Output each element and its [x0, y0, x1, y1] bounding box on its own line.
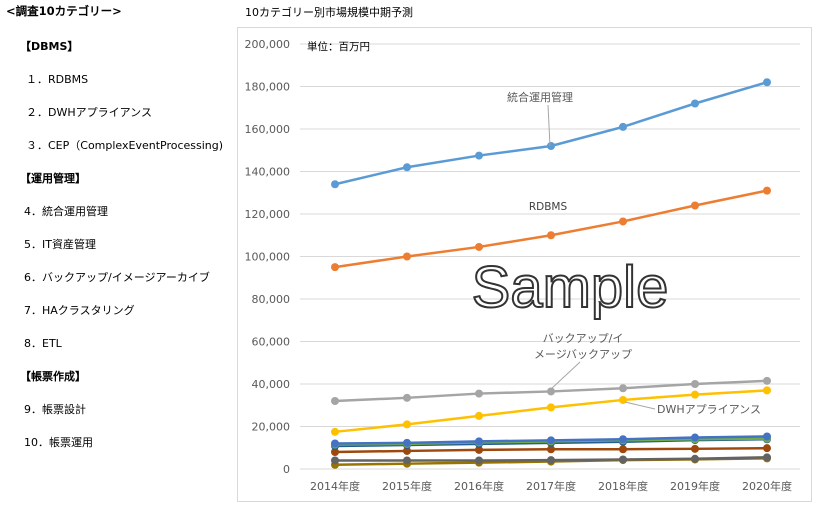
watermark: Sample	[472, 255, 669, 320]
data-point	[691, 380, 699, 388]
leader-line	[624, 401, 656, 410]
data-point	[331, 397, 339, 405]
series-label: 統合運用管理	[507, 90, 573, 104]
y-tick-label: 120,000	[245, 208, 291, 221]
data-point	[331, 263, 339, 272]
x-tick-label: 2014年度	[310, 479, 360, 493]
category-item: 6．バックアップ/イメージアーカイブ	[24, 271, 210, 284]
category-list-title: <調査10カテゴリー>	[6, 4, 122, 18]
data-point	[691, 99, 699, 108]
data-point	[763, 78, 771, 87]
category-group-header: 【DBMS】	[20, 40, 79, 53]
y-tick-label: 100,000	[245, 251, 291, 264]
x-tick-label: 2016年度	[454, 479, 504, 493]
data-point	[691, 433, 699, 442]
y-tick-label: 40,000	[252, 378, 291, 391]
data-point	[331, 180, 339, 189]
y-tick-label: 80,000	[252, 293, 291, 306]
y-tick-label: 160,000	[245, 123, 291, 136]
x-tick-label: 2020年度	[742, 479, 792, 493]
category-item: １．RDBMS	[26, 73, 89, 86]
leader-line	[549, 361, 581, 391]
data-point	[619, 455, 627, 464]
data-point	[475, 411, 483, 420]
series-label: メージバックアップ	[534, 348, 632, 361]
data-point	[691, 390, 699, 399]
leader-line	[547, 104, 551, 147]
data-point	[547, 142, 555, 150]
chart-title: 10カテゴリー別市場規模中期予測	[245, 6, 413, 19]
x-tick-label: 2017年度	[526, 479, 576, 493]
series-label: DWHアプライアンス	[657, 403, 761, 416]
data-point	[763, 432, 771, 441]
data-point	[403, 163, 411, 172]
data-point	[763, 453, 771, 462]
data-point	[331, 456, 339, 465]
data-point	[331, 448, 339, 456]
data-point	[547, 231, 555, 240]
data-point	[547, 456, 555, 465]
x-tick-label: 2018年度	[598, 479, 648, 493]
data-point	[547, 387, 555, 396]
category-item: 9．帳票設計	[24, 403, 86, 416]
y-tick-label: 20,000	[252, 421, 291, 434]
data-point	[403, 446, 411, 455]
data-point	[619, 217, 627, 226]
data-point	[403, 438, 411, 447]
y-tick-label: 140,000	[245, 166, 291, 179]
data-point	[619, 445, 627, 454]
category-group-header: 【運用管理】	[20, 172, 86, 185]
data-point	[403, 252, 411, 261]
data-point	[475, 151, 483, 160]
category-item: 7．HAクラスタリング	[24, 304, 135, 317]
series-label: RDBMS	[529, 201, 568, 213]
x-tick-label: 2019年度	[670, 479, 720, 493]
data-point	[403, 420, 411, 429]
data-point	[763, 376, 771, 385]
data-point	[475, 242, 483, 251]
data-point	[403, 456, 411, 465]
category-group-header: 【帳票作成】	[20, 370, 86, 383]
data-point	[475, 437, 483, 446]
data-point	[475, 389, 483, 398]
y-tick-label: 60,000	[252, 336, 291, 349]
data-point	[619, 395, 627, 404]
category-item: ２．DWHアプライアンス	[26, 106, 152, 119]
data-point	[331, 427, 339, 436]
data-point	[691, 444, 699, 453]
data-point	[403, 393, 411, 402]
data-point	[619, 384, 627, 393]
category-item: 8．ETL	[24, 337, 62, 350]
category-item: ３．CEP（ComplexEventProcessing)	[26, 139, 224, 152]
category-item: 5．IT資産管理	[24, 238, 96, 251]
data-point	[763, 186, 771, 195]
x-tick-label: 2015年度	[382, 479, 432, 493]
y-tick-label: 180,000	[245, 81, 291, 94]
data-point	[691, 454, 699, 463]
chart-area	[237, 27, 812, 502]
data-point	[619, 435, 627, 444]
data-point	[547, 445, 555, 454]
category-item: 10．帳票運用	[24, 436, 93, 449]
data-point	[475, 445, 483, 454]
data-point	[763, 444, 771, 453]
y-tick-label: 200,000	[245, 38, 291, 51]
data-point	[547, 403, 555, 412]
data-point	[475, 456, 483, 465]
y-tick-label: 0	[283, 463, 290, 476]
unit-label: 単位：百万円	[307, 40, 370, 53]
data-point	[619, 122, 627, 131]
data-point	[691, 201, 699, 210]
data-point	[547, 436, 555, 445]
category-item: 4．統合運用管理	[24, 205, 108, 218]
data-point	[763, 386, 771, 395]
series-label: バックアップ/イ	[543, 332, 624, 345]
data-point	[331, 439, 339, 448]
